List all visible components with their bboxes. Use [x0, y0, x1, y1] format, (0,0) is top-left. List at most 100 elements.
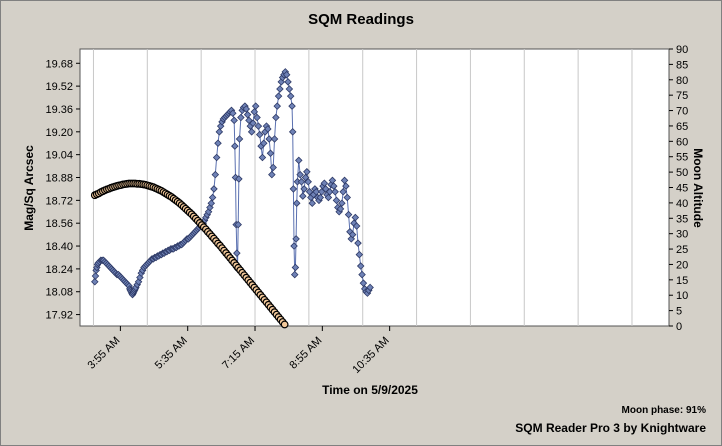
- data-point: [300, 185, 308, 193]
- y-tick-label: 18.56: [45, 218, 73, 230]
- data-point: [270, 135, 279, 143]
- plot-area: [79, 48, 670, 327]
- data-point: [285, 85, 294, 93]
- data-point: [214, 139, 222, 148]
- data-point: [312, 188, 321, 196]
- data-point: [254, 122, 263, 130]
- y-tick-label: 18.08: [45, 287, 73, 299]
- data-point: [289, 185, 298, 193]
- data-point: [344, 210, 353, 219]
- data-point: [359, 279, 368, 287]
- data-point: [301, 173, 310, 182]
- series-moon-altitude: [90, 179, 289, 329]
- data-point: [330, 182, 338, 190]
- data-point: [340, 176, 349, 185]
- y2-tick-label: 25: [676, 244, 688, 256]
- y2-tick-label: 55: [676, 152, 688, 164]
- data-point: [299, 192, 307, 200]
- y-tick-label: 17.92: [45, 310, 73, 322]
- data-point: [249, 119, 257, 128]
- data-point: [320, 179, 329, 187]
- y2-tick-label: 70: [676, 106, 688, 118]
- series-sqm: [91, 68, 374, 299]
- x-axis-label: Time on 5/9/2025: [322, 383, 418, 397]
- data-point: [276, 85, 284, 93]
- data-point: [260, 139, 268, 148]
- data-point: [339, 188, 347, 196]
- data-point: [243, 110, 252, 119]
- data-point: [328, 176, 337, 185]
- y2-tick-label: 80: [676, 75, 688, 87]
- y2-tick-label: 65: [676, 121, 688, 133]
- data-point: [210, 185, 218, 193]
- data-point: [303, 168, 311, 176]
- series-layer: [90, 68, 374, 329]
- data-point: [265, 135, 273, 143]
- data-point: [358, 270, 366, 279]
- y2-tick-label: 20: [676, 259, 688, 271]
- data-point: [255, 130, 264, 139]
- y2-tick-label: 35: [676, 213, 688, 225]
- data-point: [356, 262, 365, 270]
- data-point: [331, 188, 339, 196]
- data-point: [91, 277, 99, 286]
- data-point: [242, 105, 251, 113]
- data-point: [296, 170, 304, 179]
- y-tick-label: 19.52: [45, 81, 73, 93]
- data-point: [290, 270, 299, 279]
- data-point: [355, 250, 364, 259]
- data-point: [295, 156, 303, 165]
- data-point: [308, 199, 316, 207]
- data-point: [237, 113, 245, 122]
- data-point: [234, 220, 242, 229]
- y2-tick-label: 15: [676, 275, 688, 287]
- y2-tick-label: 30: [676, 229, 688, 241]
- data-point: [207, 199, 216, 207]
- y-tick-label: 19.68: [45, 58, 73, 70]
- y-tick-label: 19.36: [45, 104, 73, 116]
- data-point: [348, 230, 357, 239]
- data-point: [342, 182, 350, 190]
- data-point: [288, 128, 297, 136]
- y-tick-label: 18.88: [45, 173, 73, 185]
- y-tick-label: 19.04: [45, 150, 73, 162]
- y-tick-label: 18.72: [45, 195, 73, 207]
- data-point: [277, 78, 286, 86]
- data-point: [343, 193, 352, 202]
- data-point: [325, 188, 334, 196]
- data-point: [253, 113, 261, 122]
- data-point: [286, 92, 295, 100]
- data-point: [338, 199, 346, 207]
- data-point: [290, 242, 298, 250]
- y2-tick-label: 10: [676, 290, 688, 302]
- data-point: [251, 102, 260, 110]
- data-point: [250, 108, 259, 116]
- data-point: [208, 193, 217, 202]
- y2-tick-label: 45: [676, 183, 688, 195]
- y-tick-label: 19.20: [45, 127, 73, 139]
- brand-text: SQM Reader Pro 3 by Knightware: [515, 421, 706, 435]
- chart-title: SQM Readings: [308, 11, 414, 28]
- data-point: [272, 113, 280, 122]
- data-point: [291, 263, 300, 272]
- y2-tick-label: 90: [676, 44, 688, 56]
- data-point: [231, 142, 239, 150]
- data-point: [235, 135, 244, 143]
- data-point: [269, 163, 277, 172]
- data-point: [268, 170, 276, 179]
- data-point: [274, 92, 283, 100]
- data-point: [230, 116, 238, 125]
- data-point: [304, 178, 312, 186]
- data-point: [264, 125, 272, 133]
- data-point: [354, 239, 362, 247]
- y-axis-label: Mag/Sq Arcsec: [22, 145, 36, 231]
- data-point: [280, 320, 289, 329]
- data-point: [351, 213, 360, 222]
- data-point: [215, 128, 224, 136]
- y2-tick-label: 60: [676, 136, 688, 148]
- data-point: [204, 208, 213, 216]
- data-point: [211, 170, 220, 179]
- data-point: [324, 193, 333, 202]
